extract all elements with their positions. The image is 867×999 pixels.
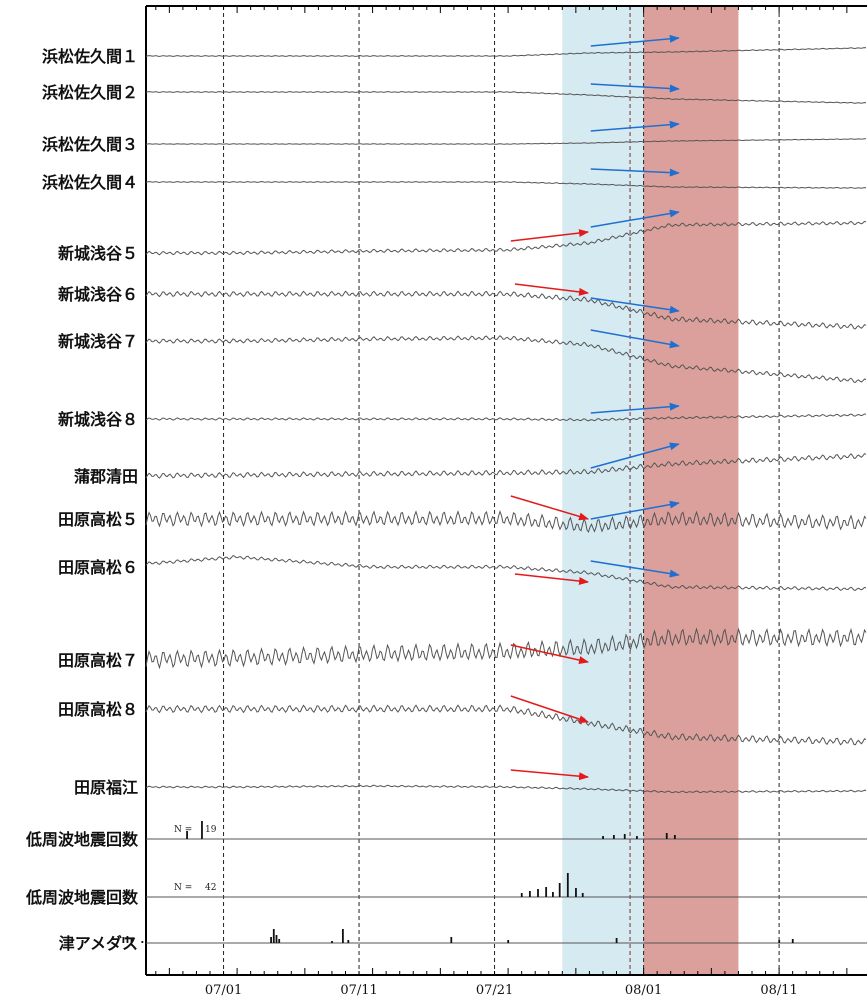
event-series-label: 低周波地震回数 <box>25 830 139 849</box>
event-bar <box>673 835 676 839</box>
series-line <box>145 704 867 746</box>
series-line <box>145 555 867 591</box>
event-bar <box>201 821 203 839</box>
series-label: 田原高松５ <box>58 510 138 529</box>
blue-arrow <box>590 34 680 47</box>
shaded-period-after <box>643 6 739 975</box>
series-label: 蒲郡清田 <box>74 467 138 486</box>
series-line <box>145 290 867 330</box>
event-bar <box>545 887 548 897</box>
event-bar <box>615 938 618 943</box>
event-bar <box>778 940 781 943</box>
event-bar <box>507 940 510 943</box>
event-bar <box>450 937 453 943</box>
series-label: 田原高松８ <box>58 700 138 719</box>
event-bar <box>331 941 333 943</box>
event-series-label: 津アメダス <box>59 934 138 953</box>
series-line <box>145 181 867 189</box>
series-line <box>145 47 867 57</box>
series-line <box>145 784 867 794</box>
blue-arrow <box>590 83 680 93</box>
x-tick-label: 07/21 <box>476 983 513 998</box>
event-count-label: N = <box>174 883 192 893</box>
blue-arrow <box>590 168 680 177</box>
series-label: 新城浅谷６ <box>58 285 138 304</box>
series-line <box>145 627 867 670</box>
event-bar <box>791 939 794 943</box>
blue-arrow <box>590 329 680 349</box>
event-bar <box>141 941 144 943</box>
x-tick-label: 08/11 <box>760 983 797 998</box>
red-arrow <box>510 644 590 664</box>
event-bar <box>636 836 638 839</box>
x-tick-label: 07/01 <box>205 983 242 998</box>
red-arrow <box>510 769 590 781</box>
x-tick-label: 08/01 <box>625 983 662 998</box>
red-arrow <box>510 229 590 242</box>
event-bar <box>612 835 615 839</box>
blue-arrow <box>590 442 680 469</box>
red-arrow <box>514 283 590 296</box>
event-bar <box>581 893 584 897</box>
event-bar <box>341 929 344 943</box>
event-bar <box>186 831 188 839</box>
blue-arrow <box>590 209 680 228</box>
event-bar <box>602 836 604 839</box>
series-label: 新城浅谷７ <box>58 332 138 351</box>
x-tick-label: 07/11 <box>340 983 377 998</box>
blue-arrow <box>590 560 680 578</box>
blue-arrow <box>590 120 680 132</box>
event-bar <box>130 938 133 943</box>
event-bar <box>552 892 554 897</box>
series-label: 浜松佐久間４ <box>42 173 138 192</box>
event-bar <box>623 834 626 839</box>
blue-arrow <box>590 500 680 520</box>
series-label: 浜松佐久間３ <box>42 135 138 154</box>
event-count-value: 42 <box>205 883 216 893</box>
series-line <box>145 452 867 479</box>
series-line <box>145 138 867 145</box>
series-label: 新城浅谷８ <box>58 410 138 429</box>
series-label: 浜松佐久間２ <box>42 83 138 102</box>
series-label: 新城浅谷５ <box>58 244 138 263</box>
event-bar <box>520 893 523 897</box>
event-bar <box>347 940 350 943</box>
event-bar <box>270 937 272 943</box>
series-label: 田原高松７ <box>58 651 138 670</box>
series-line <box>145 509 867 533</box>
event-count-value: 19 <box>205 825 217 835</box>
event-bar <box>566 873 569 897</box>
series-label: 浜松佐久間１ <box>42 47 138 66</box>
event-bar <box>278 939 281 943</box>
blue-arrow <box>590 402 680 414</box>
event-bar <box>528 891 531 897</box>
red-arrow <box>514 573 590 585</box>
series-label: 田原福江 <box>74 778 138 797</box>
series-line <box>145 335 867 383</box>
event-bar <box>558 883 561 897</box>
event-count-label: N = <box>174 825 192 835</box>
series-line <box>145 91 867 104</box>
event-bar <box>537 889 539 897</box>
series-line <box>145 413 867 422</box>
red-arrow <box>510 695 589 723</box>
red-arrow <box>510 495 590 521</box>
event-bar <box>122 937 125 943</box>
event-series-label: 低周波地震回数 <box>25 888 139 907</box>
event-bar <box>575 888 577 897</box>
event-bar <box>275 935 278 943</box>
series-label: 田原高松６ <box>58 558 138 577</box>
shaded-period-before <box>562 6 644 975</box>
event-bar <box>272 929 275 943</box>
series-line <box>145 220 867 256</box>
event-bar <box>665 833 668 839</box>
event-bar <box>126 936 129 943</box>
blue-arrow <box>590 297 680 314</box>
